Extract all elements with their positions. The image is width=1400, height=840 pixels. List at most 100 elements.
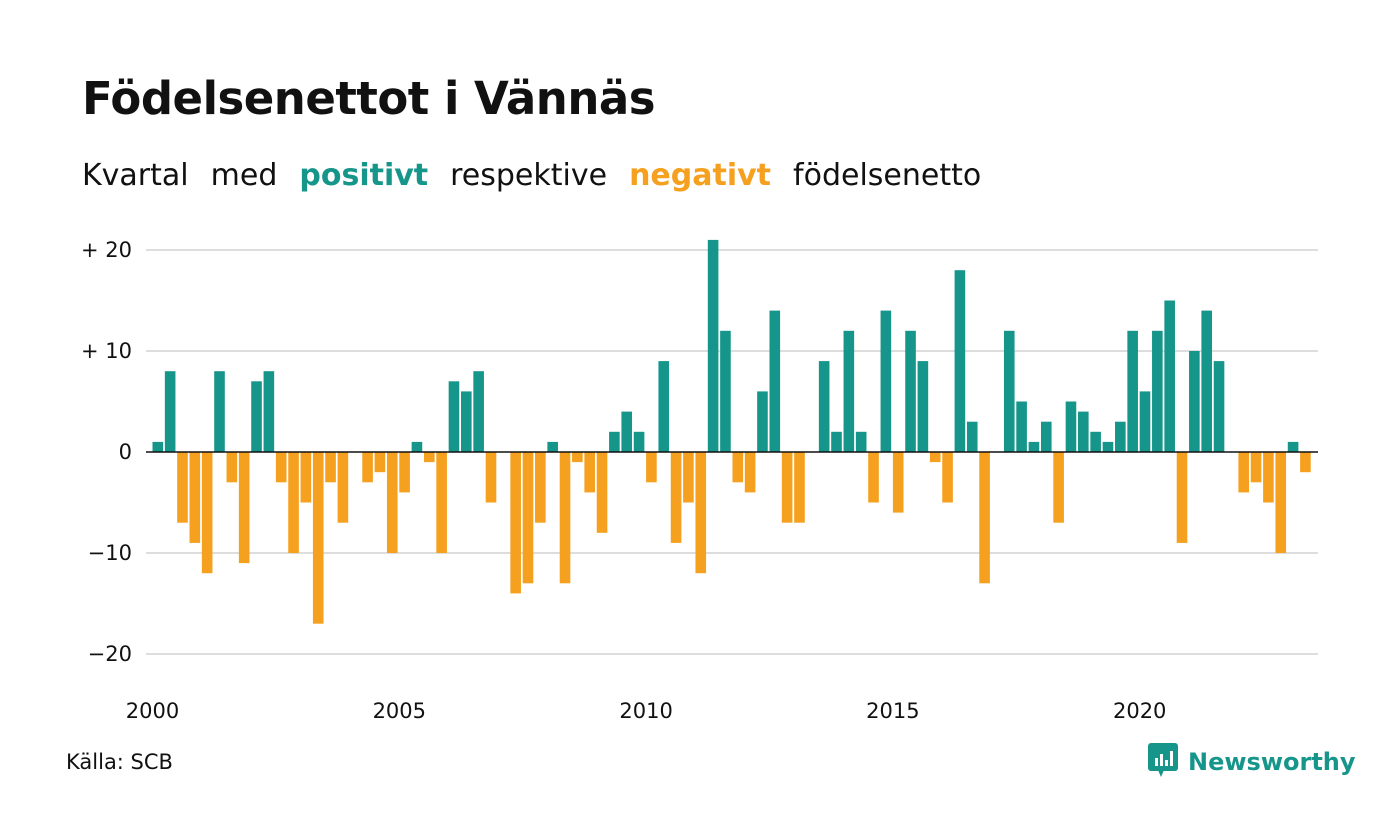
x-tick-label: 2005 <box>373 699 426 723</box>
bar <box>448 381 460 452</box>
bar <box>1263 452 1274 503</box>
x-tick-label: 2010 <box>619 699 672 723</box>
bar <box>1213 361 1225 452</box>
bar <box>152 441 164 452</box>
bar <box>794 452 805 523</box>
bar <box>868 452 879 503</box>
bar <box>485 452 497 503</box>
bar <box>423 452 435 463</box>
bar <box>1102 441 1114 452</box>
bar <box>621 411 633 452</box>
bar <box>436 452 447 553</box>
bar <box>646 452 657 483</box>
bar <box>288 452 299 553</box>
bar <box>325 452 336 483</box>
x-tick-label: 2000 <box>126 699 179 723</box>
bar <box>1040 421 1052 452</box>
bar <box>942 452 953 503</box>
bar <box>263 371 275 452</box>
bar <box>633 431 645 452</box>
bar <box>929 452 941 463</box>
bar <box>917 361 929 452</box>
bar <box>214 371 225 452</box>
brand-name: Newsworthy <box>1188 748 1356 776</box>
bar <box>905 330 916 452</box>
bar <box>473 371 484 452</box>
subtitle-word: födelsenetto <box>793 158 982 193</box>
bar <box>1201 310 1212 452</box>
bar <box>386 452 398 553</box>
bar <box>831 431 842 452</box>
bar <box>979 452 990 584</box>
bar <box>362 452 373 483</box>
bar <box>572 452 583 463</box>
y-tick-label: −20 <box>88 642 132 666</box>
bar <box>966 421 978 452</box>
subtitle-word: respektive <box>450 158 608 193</box>
bar <box>251 381 262 452</box>
bar <box>374 452 386 473</box>
bar <box>1189 351 1200 452</box>
bar <box>1300 452 1311 473</box>
bar <box>596 452 608 533</box>
bar <box>695 452 707 574</box>
bar <box>1287 441 1299 452</box>
y-tick-label: 0 <box>119 440 132 464</box>
bar <box>1115 421 1126 452</box>
bar <box>855 431 867 452</box>
bar <box>757 391 768 452</box>
bar <box>1176 452 1188 543</box>
bar <box>1238 452 1250 493</box>
bar <box>584 452 595 493</box>
bar <box>843 330 855 452</box>
bar <box>312 452 324 624</box>
y-tick-label: −10 <box>88 541 132 565</box>
bar <box>954 270 966 452</box>
bar <box>300 452 312 503</box>
bar <box>1053 452 1064 523</box>
bar <box>275 452 287 483</box>
bar <box>781 452 793 523</box>
bar <box>201 452 213 574</box>
bar <box>1028 441 1040 452</box>
subtitle-positive-label: positivt <box>299 158 429 193</box>
bar <box>732 452 744 483</box>
bar <box>177 452 188 523</box>
bar <box>1078 411 1089 452</box>
bar <box>1250 452 1262 483</box>
bar <box>1139 391 1151 452</box>
chart-subtitle: Kvartal med positivt respektive negativt föde… <box>82 158 1003 193</box>
source-note: Källa: SCB <box>66 750 173 774</box>
x-tick-label: 2020 <box>1113 699 1166 723</box>
subtitle-negative-label: negativt <box>629 158 772 193</box>
y-tick-label: + 10 <box>81 339 132 363</box>
bar <box>1065 401 1077 452</box>
bar <box>720 330 731 452</box>
bar <box>707 239 719 452</box>
bar <box>744 452 756 493</box>
bar <box>683 452 694 503</box>
bar <box>1016 401 1027 452</box>
bar <box>1152 330 1163 452</box>
bar <box>1127 330 1138 452</box>
newsworthy-logo-icon <box>1148 743 1178 777</box>
bar <box>411 441 423 452</box>
bar-chart: + 20 + 10 0 −10 −20 2000 2005 2010 2015 2020 <box>81 238 1318 723</box>
bar <box>609 431 620 452</box>
bar <box>399 452 410 493</box>
brand-logo: Newsworthy <box>1148 742 1356 782</box>
subtitle-word: Kvartal <box>82 158 189 193</box>
bar <box>1164 300 1175 452</box>
bar <box>892 452 904 513</box>
subtitle-word: med <box>210 158 278 193</box>
bar <box>535 452 546 523</box>
bar <box>547 441 558 452</box>
bar <box>658 361 670 452</box>
bar <box>670 452 682 543</box>
bar <box>522 452 534 584</box>
bar <box>1275 452 1287 553</box>
bar <box>880 310 892 452</box>
bar <box>238 452 250 564</box>
bar <box>510 452 521 594</box>
y-tick-label: + 20 <box>81 238 132 262</box>
